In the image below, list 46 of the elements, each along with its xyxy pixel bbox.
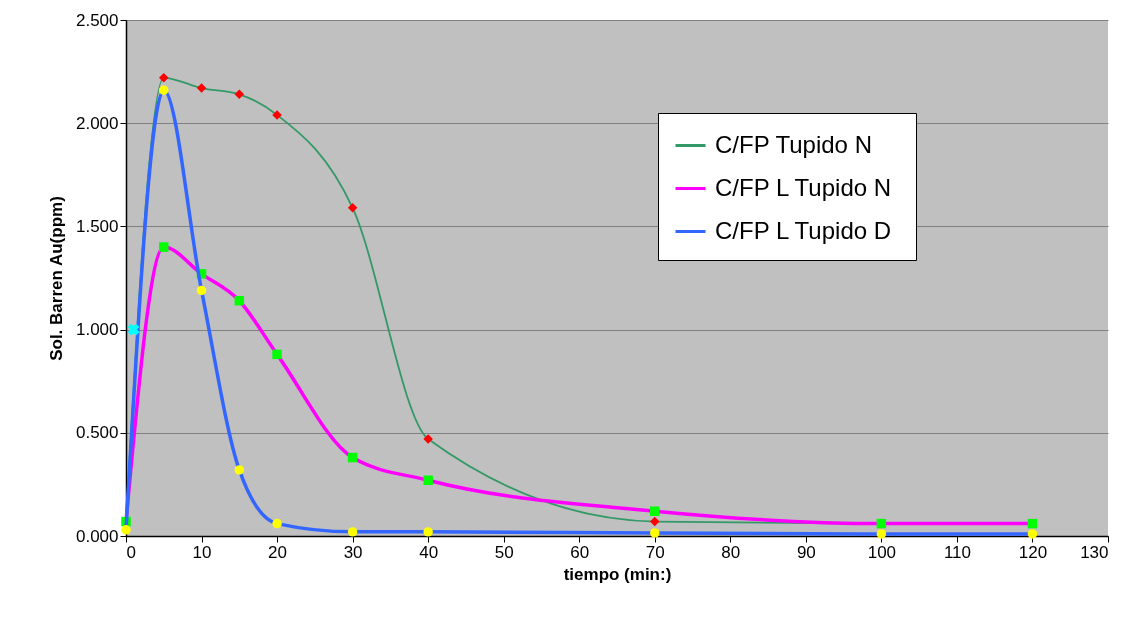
x-tick-label: 40 xyxy=(419,542,439,562)
y-tick-label: 0.000 xyxy=(75,526,119,546)
point xyxy=(159,242,169,252)
x-tick-label: 90 xyxy=(796,542,816,562)
x-tick-label: 80 xyxy=(721,542,741,562)
point xyxy=(196,285,207,296)
y-tick-label: 0.500 xyxy=(75,423,119,443)
point xyxy=(1027,529,1038,539)
x-tick-label: 20 xyxy=(268,542,288,562)
point xyxy=(234,465,245,475)
point xyxy=(423,475,433,486)
x-tick-label: 30 xyxy=(343,542,363,562)
point xyxy=(196,83,207,93)
x-tick-label: 60 xyxy=(570,542,590,562)
point xyxy=(423,527,433,537)
x-tick-label: 110 xyxy=(943,542,971,562)
point xyxy=(234,295,245,306)
x-tick-label: 120 xyxy=(1018,542,1048,562)
x-axis-title: tiempo (min:) xyxy=(563,564,672,584)
point xyxy=(650,528,660,538)
legend-label: C/FP Tupido N xyxy=(715,130,872,158)
point xyxy=(159,73,169,83)
x-tick-label: 50 xyxy=(494,542,514,562)
point xyxy=(347,203,358,213)
point xyxy=(159,85,169,95)
point xyxy=(272,518,282,529)
point xyxy=(347,527,358,537)
legend-label: C/FP L Tupido D xyxy=(715,216,892,244)
point xyxy=(234,89,245,100)
point xyxy=(650,516,660,527)
y-tick-label: 2.000 xyxy=(75,113,119,133)
x-tick-label: 130 xyxy=(1080,542,1109,562)
point xyxy=(650,506,660,516)
legend-label: C/FP L Tupido N xyxy=(715,173,892,201)
point xyxy=(127,323,140,336)
point xyxy=(272,349,282,360)
point xyxy=(876,529,887,539)
y-tick-label: 1.500 xyxy=(75,216,119,236)
x-tick-label: 70 xyxy=(645,542,665,562)
x-tick-label: 100 xyxy=(867,542,897,562)
point xyxy=(347,452,358,463)
y-tick-label: 2.500 xyxy=(75,10,119,30)
x-tick-label: 10 xyxy=(192,542,212,562)
y-tick-label: 1.000 xyxy=(75,320,119,340)
x-tick-label: 0 xyxy=(126,542,136,562)
y-axis-title: Sol. Barren Au(ppm) xyxy=(46,196,66,361)
